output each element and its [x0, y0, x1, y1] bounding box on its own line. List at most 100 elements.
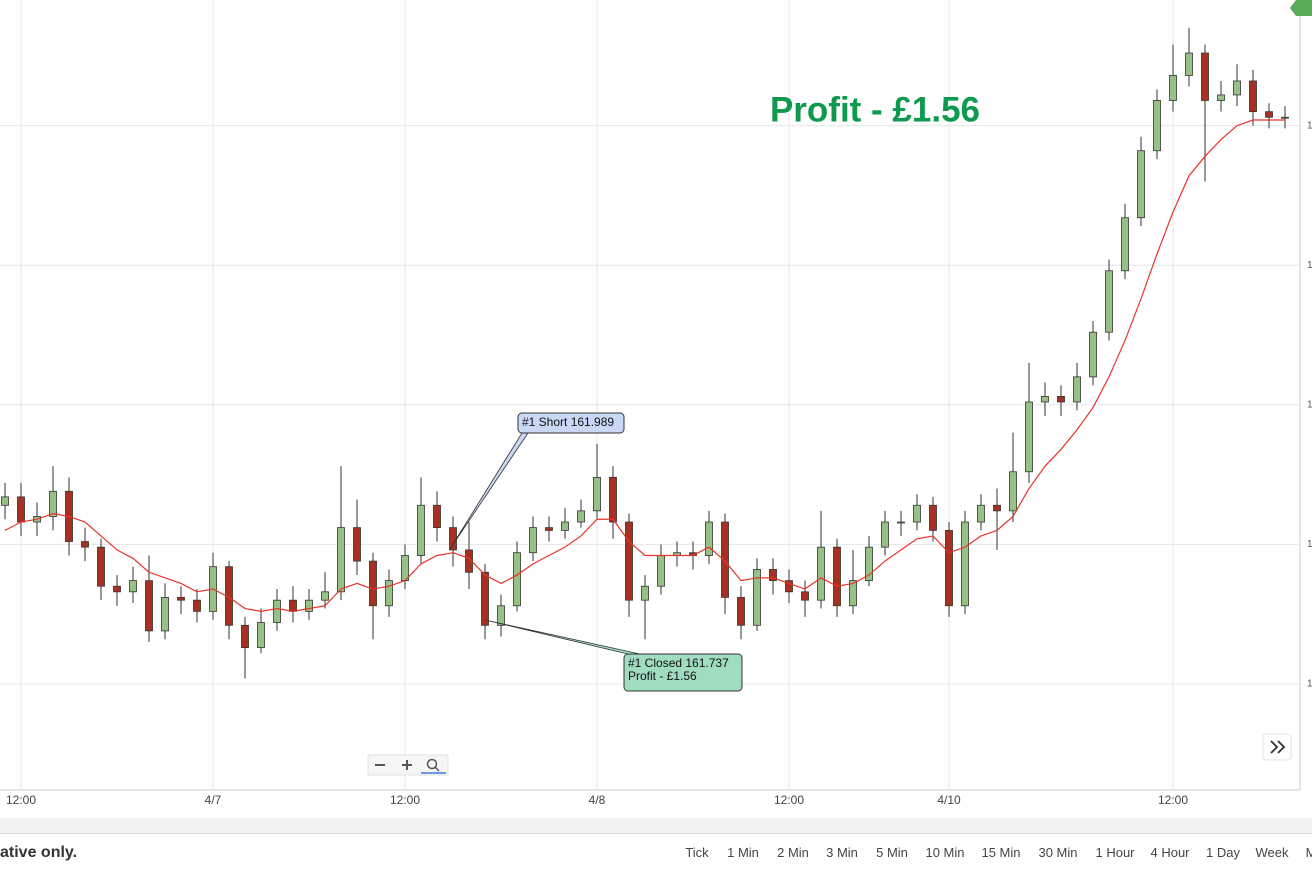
candle-body — [417, 504, 425, 556]
candle-body — [577, 510, 585, 523]
timeframe-button[interactable]: 1 Hour — [1095, 845, 1135, 860]
candle-body — [305, 599, 313, 612]
zoom-reset-handle — [434, 766, 440, 772]
timeframe-button[interactable]: 4 Hour — [1150, 845, 1190, 860]
timeframe-button[interactable]: 5 Min — [876, 845, 908, 860]
candle-body — [1137, 150, 1145, 219]
callout-box — [623, 653, 743, 692]
timeframe-button[interactable]: M — [1305, 845, 1312, 860]
candle-body — [929, 504, 937, 531]
y-tick-label: 163 — [1307, 260, 1312, 271]
timeframe-button[interactable]: Tick — [685, 845, 709, 860]
price-badge — [1290, 0, 1312, 16]
y-tick-label: 162 — [1307, 539, 1312, 550]
candle-body — [1249, 80, 1257, 113]
x-tick-label: 12:00 — [390, 793, 420, 807]
candle-body — [1233, 80, 1241, 96]
candle-body — [1217, 94, 1225, 101]
candle-body — [97, 546, 105, 587]
timeframe-button[interactable]: 15 Min — [981, 845, 1021, 860]
scroll-end-button[interactable] — [1262, 733, 1292, 761]
double-arrow — [1270, 740, 1286, 754]
candle-body — [129, 580, 137, 593]
timeframe-button[interactable]: 30 Min — [1038, 845, 1078, 860]
timeframe-button[interactable]: 10 Min — [925, 845, 965, 860]
marks — [1, 27, 1289, 679]
x-tick-label: 4/8 — [589, 793, 606, 807]
candle-body — [785, 580, 793, 593]
callout-text: #1 Short 161.989 — [522, 415, 614, 429]
candle-body — [529, 527, 537, 554]
candle-body — [257, 622, 265, 649]
timeframe-button[interactable]: Week — [1255, 845, 1289, 860]
candle-body — [593, 476, 601, 512]
candle-body — [561, 521, 569, 531]
timeframe-button[interactable]: 1 Min — [727, 845, 759, 860]
timeframe-button[interactable]: 2 Min — [777, 845, 809, 860]
candle-body — [177, 596, 185, 601]
callout-text: Profit - £1.56 — [628, 669, 697, 683]
candle-body — [1105, 270, 1113, 333]
x-tick-label: 4/7 — [205, 793, 222, 807]
candle-body — [865, 546, 873, 582]
candle-body — [1169, 74, 1177, 101]
x-tick-label: 12:00 — [6, 793, 36, 807]
candle-body — [1121, 217, 1129, 272]
candle-body — [721, 521, 729, 598]
candle-body — [753, 569, 761, 626]
candle-body — [1265, 111, 1273, 118]
y-tick-label: 162.5 — [1307, 399, 1312, 410]
candle-body — [625, 521, 633, 601]
candle-body — [81, 541, 89, 548]
candle-body — [193, 599, 201, 612]
callout-text: #1 Closed 161.737 — [628, 656, 729, 670]
timeframe-bar — [0, 833, 1312, 874]
candle-body — [385, 580, 393, 607]
moving-average — [4, 119, 1285, 612]
candle-body — [273, 599, 281, 623]
candle-body — [849, 580, 857, 607]
zoom-reset[interactable] — [426, 758, 438, 770]
candle-body — [369, 560, 377, 607]
candle-body — [609, 476, 617, 523]
y-tick-label: 161.5 — [1307, 679, 1312, 690]
candle-body — [465, 549, 473, 573]
candle-body — [1281, 116, 1289, 119]
chart: 161.5 162 162.5 163 163.5 12:00 4/7 12:00 4/8 12:… — [0, 0, 1312, 818]
candle-body — [1073, 376, 1081, 403]
candle-body — [433, 504, 441, 528]
candle-body — [1089, 331, 1097, 378]
candle-body — [641, 585, 649, 601]
candle-body — [961, 521, 969, 607]
grid: 161.5 162 162.5 163 163.5 12:00 4/7 12:00 4/8 12:… — [0, 0, 1312, 807]
candle-body — [705, 521, 713, 556]
candle-body — [497, 605, 505, 626]
candle-body — [513, 552, 521, 607]
candle-body — [769, 569, 777, 582]
profit-title: Profit - £1.56 — [770, 90, 980, 129]
timeframe-button[interactable]: 1 Day — [1206, 845, 1240, 860]
overlay: #1 Short 161.989 #1 Closed 161.737Profit … — [449, 412, 743, 692]
candle-body — [17, 496, 25, 523]
candle-body — [993, 504, 1001, 512]
candle-body — [545, 527, 553, 531]
candle-body — [1009, 471, 1017, 512]
candle-body — [977, 504, 985, 523]
candle-body — [113, 585, 121, 593]
chart-bg — [0, 0, 1312, 818]
candle-body — [145, 580, 153, 632]
candle-body — [897, 521, 905, 524]
candle-body — [833, 546, 841, 607]
candle-body — [241, 624, 249, 649]
candle-body — [801, 591, 809, 601]
y-tick-label: 163.5 — [1307, 120, 1312, 131]
candle-body — [337, 527, 345, 593]
timeframe-button[interactable]: 3 Min — [826, 845, 858, 860]
x-tick-label: 12:00 — [774, 793, 804, 807]
candle-body — [321, 591, 329, 601]
candle-body — [401, 555, 409, 582]
candle-body — [737, 596, 745, 626]
candle-body — [1025, 401, 1033, 473]
zoom-in[interactable] — [402, 760, 412, 770]
